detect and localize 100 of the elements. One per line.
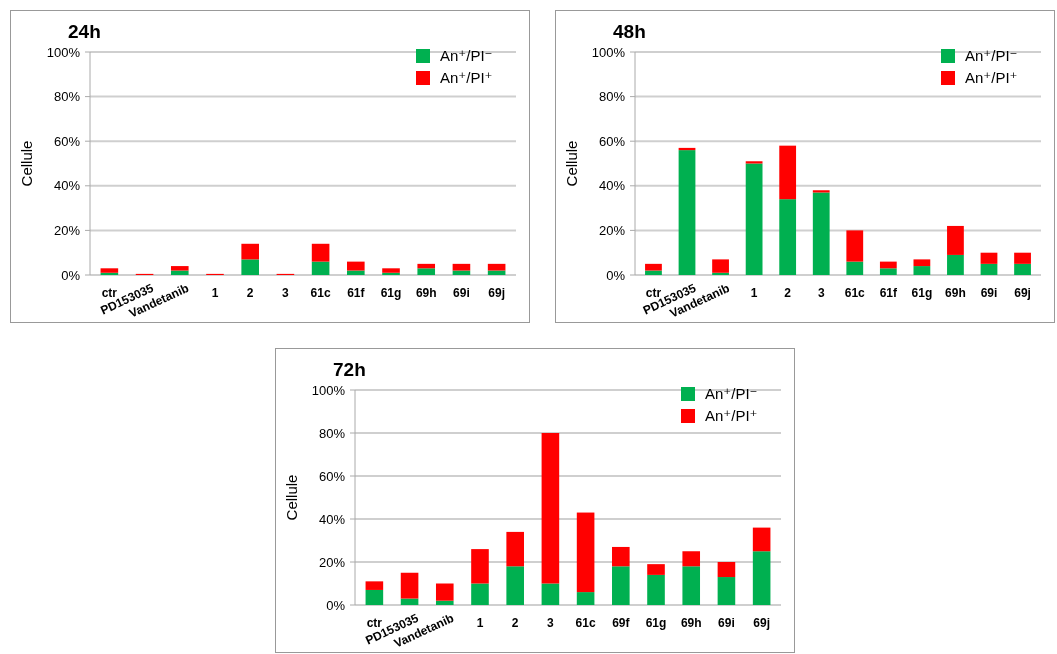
x-tick-label: 2 <box>246 286 254 301</box>
x-tick-label: 1 <box>211 286 219 301</box>
x-tick-label: 69i <box>718 616 735 631</box>
bar <box>170 266 189 271</box>
chart-title: 48h <box>613 21 646 42</box>
x-tick-label: 1 <box>476 616 484 631</box>
x-tick-label: 69h <box>680 616 702 631</box>
x-tick-label: 3 <box>282 286 290 301</box>
bar <box>400 572 419 599</box>
x-tick-label: 3 <box>547 616 555 631</box>
bar <box>647 564 665 575</box>
bar <box>506 531 524 567</box>
legend-label: An⁺/PI⁻ <box>705 385 758 403</box>
x-tick-label: 61f <box>347 286 366 301</box>
y-tick-label: 100% <box>311 382 346 398</box>
bar <box>1014 263 1031 275</box>
bar <box>980 263 998 275</box>
y-axis-title: Cellule <box>283 474 300 521</box>
bar <box>846 261 864 275</box>
y-tick-label: 40% <box>318 511 346 527</box>
y-tick-label: 80% <box>53 89 81 105</box>
y-tick-label: 100% <box>46 44 81 60</box>
bar <box>471 549 489 584</box>
bar <box>752 551 771 605</box>
bar <box>170 270 189 275</box>
y-tick-label: 60% <box>318 468 346 484</box>
bar <box>452 263 471 271</box>
bar <box>678 150 696 275</box>
y-tick-label: 20% <box>318 554 346 570</box>
bar <box>365 581 384 590</box>
bar <box>576 592 595 605</box>
chart-title: 72h <box>333 359 366 380</box>
x-tick-label: 61c <box>844 286 866 301</box>
y-tick-label: 60% <box>53 133 81 149</box>
legend-label: An⁺/PI⁻ <box>440 47 493 65</box>
legend-label: An⁺/PI⁺ <box>705 407 758 425</box>
bar <box>612 566 630 605</box>
bar <box>947 225 964 255</box>
bar <box>846 230 864 262</box>
bar <box>612 546 630 567</box>
bar <box>487 263 506 271</box>
x-tick-label: 69j <box>753 616 770 631</box>
bar <box>365 589 384 605</box>
bar <box>311 261 330 275</box>
chart-title: 24h <box>68 21 101 42</box>
bar <box>417 268 436 275</box>
bar <box>100 268 119 273</box>
bar <box>812 190 830 193</box>
x-tick-label: 69i <box>453 286 470 301</box>
legend-label: An⁺/PI⁺ <box>440 69 493 87</box>
bar <box>712 259 729 273</box>
x-tick-label: 2 <box>784 286 792 301</box>
y-tick-label: 40% <box>53 178 81 194</box>
bar <box>506 566 524 605</box>
bar <box>682 566 701 605</box>
x-tick-label: 1 <box>750 286 758 301</box>
bar <box>745 161 763 164</box>
x-tick-label: 69f <box>612 616 631 631</box>
legend-label: An⁺/PI⁺ <box>965 69 1018 87</box>
bar <box>812 192 830 275</box>
x-tick-label: 69j <box>1014 286 1031 301</box>
bar <box>752 527 771 552</box>
bar <box>417 263 436 269</box>
y-tick-label: 60% <box>598 133 626 149</box>
x-tick-label: 2 <box>511 616 519 631</box>
bar <box>712 272 729 275</box>
y-tick-label: 20% <box>598 222 626 238</box>
y-tick-label: 80% <box>318 425 346 441</box>
bar <box>435 583 454 601</box>
bar <box>879 268 897 275</box>
legend-label: An⁺/PI⁻ <box>965 47 1018 65</box>
bar <box>541 583 560 605</box>
bar <box>435 600 454 605</box>
bar <box>980 252 998 264</box>
bar <box>779 145 797 200</box>
bar <box>645 263 662 271</box>
bar <box>471 583 489 605</box>
bar <box>382 272 400 275</box>
bar <box>879 261 897 269</box>
bar <box>645 270 662 275</box>
y-tick-label: 100% <box>591 44 626 60</box>
y-tick-label: 20% <box>53 222 81 238</box>
bar <box>717 577 736 605</box>
x-tick-label: 61g <box>645 616 667 631</box>
x-tick-label: 3 <box>817 286 825 301</box>
bar <box>947 254 964 275</box>
x-tick-label: 61c <box>310 286 331 301</box>
x-tick-label: 69i <box>980 286 998 301</box>
bar <box>347 270 365 275</box>
y-tick-label: 0% <box>326 597 346 613</box>
x-tick-label: 61f <box>879 286 899 301</box>
bar <box>647 574 665 605</box>
x-tick-label: 61c <box>575 616 596 631</box>
bar <box>745 163 763 275</box>
bar <box>241 243 259 260</box>
y-tick-label: 0% <box>61 267 81 283</box>
y-tick-label: 80% <box>598 89 626 105</box>
x-tick-label: 69h <box>415 286 437 301</box>
bar <box>241 259 259 275</box>
bar <box>779 199 797 275</box>
